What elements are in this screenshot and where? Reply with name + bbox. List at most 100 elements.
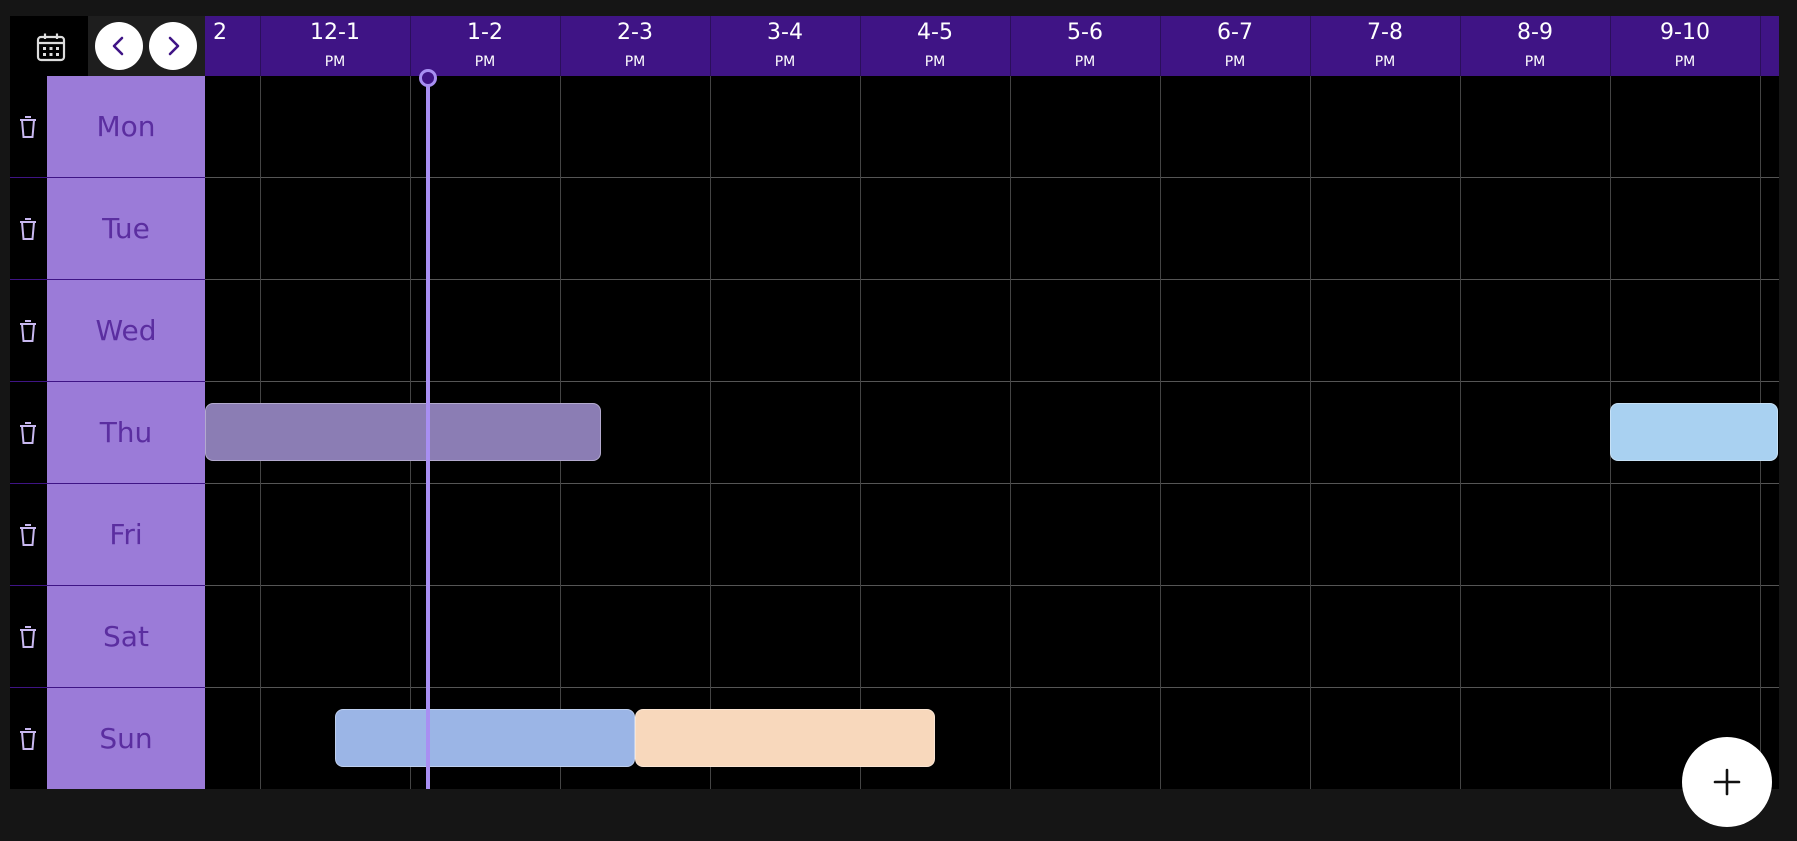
- chevron-right-icon: [168, 36, 180, 56]
- day-label-tue: Tue: [47, 178, 205, 279]
- hour-range-label: 2: [213, 20, 227, 45]
- trash-icon: [20, 421, 36, 444]
- ampm-label: PM: [1224, 54, 1246, 70]
- day-label-mon: Mon: [47, 76, 205, 177]
- delete-day-button[interactable]: [10, 178, 46, 279]
- header-divider: [1610, 16, 1611, 76]
- calendar-button[interactable]: [30, 26, 72, 68]
- day-label-wed: Wed: [47, 280, 205, 381]
- current-time-line: [426, 76, 430, 789]
- hour-grid-line: [860, 76, 861, 789]
- hour-range-label: 5-6: [1067, 20, 1103, 45]
- ampm-label: PM: [474, 54, 496, 70]
- hour-column-header: 1-2 PM: [410, 16, 560, 76]
- hour-column-header: 4-5 PM: [860, 16, 1010, 76]
- delete-day-button[interactable]: [10, 688, 46, 789]
- event-block[interactable]: [635, 709, 935, 767]
- row-divider: [10, 585, 1779, 586]
- header-divider: [860, 16, 861, 76]
- ampm-label: PM: [1374, 54, 1396, 70]
- day-label-sat: Sat: [47, 586, 205, 687]
- hour-column-header: 2: [205, 16, 295, 76]
- hour-column-header: 5-6 PM: [1010, 16, 1160, 76]
- hour-column-header: 3-4 PM: [710, 16, 860, 76]
- day-label-sun: Sun: [47, 688, 205, 789]
- row-divider-left: [10, 687, 205, 688]
- trash-icon: [20, 727, 36, 750]
- hour-range-label: 7-8: [1367, 20, 1403, 45]
- event-block[interactable]: [205, 403, 601, 461]
- scheduler: 2 12-1 PM 1-2 PM 2-3 PM 3-4 PM 4-5 PM 5-6 PM 6-7 PM 7-8…: [10, 16, 1779, 789]
- trash-icon: [20, 625, 36, 648]
- event-block[interactable]: [1610, 403, 1778, 461]
- row-divider: [10, 279, 1779, 280]
- header-divider: [560, 16, 561, 76]
- hour-grid-line: [1160, 76, 1161, 789]
- hour-column-header: 7-8 PM: [1310, 16, 1460, 76]
- header-divider: [1160, 16, 1161, 76]
- header-divider: [410, 16, 411, 76]
- previous-button[interactable]: [95, 22, 143, 70]
- ampm-label: PM: [324, 54, 346, 70]
- day-rows: Mon Tue Wed Thu Fri Sat Sun: [10, 76, 1779, 789]
- trash-icon: [20, 217, 36, 240]
- delete-day-button[interactable]: [10, 382, 46, 483]
- header-divider: [1310, 16, 1311, 76]
- row-divider-left: [10, 381, 205, 382]
- ampm-label: PM: [624, 54, 646, 70]
- hour-range-label: 8-9: [1517, 20, 1553, 45]
- hour-grid-line: [1310, 76, 1311, 789]
- time-header: 2 12-1 PM 1-2 PM 2-3 PM 3-4 PM 4-5 PM 5-6 PM 6-7 PM 7-8…: [205, 16, 1779, 76]
- trash-icon: [20, 319, 36, 342]
- row-divider-left: [10, 483, 205, 484]
- header-divider: [1760, 16, 1761, 76]
- delete-day-button[interactable]: [10, 586, 46, 687]
- hour-range-label: 1-2: [467, 20, 503, 45]
- header-divider: [1010, 16, 1011, 76]
- row-divider: [10, 687, 1779, 688]
- calendar-icon: [36, 33, 66, 62]
- ampm-label: PM: [924, 54, 946, 70]
- ampm-label: PM: [1674, 54, 1696, 70]
- ampm-label: PM: [1074, 54, 1096, 70]
- hour-range-label: 6-7: [1217, 20, 1253, 45]
- hour-column-header: 2-3 PM: [560, 16, 710, 76]
- hour-grid-line: [1010, 76, 1011, 789]
- day-label-fri: Fri: [47, 484, 205, 585]
- row-divider-left: [10, 585, 205, 586]
- ampm-label: PM: [774, 54, 796, 70]
- delete-day-button[interactable]: [10, 280, 46, 381]
- header-divider: [710, 16, 711, 76]
- ampm-label: PM: [1524, 54, 1546, 70]
- row-divider: [10, 177, 1779, 178]
- delete-day-button[interactable]: [10, 484, 46, 585]
- toolbar: [10, 16, 205, 76]
- row-divider-left: [10, 279, 205, 280]
- hour-range-label: 3-4: [767, 20, 803, 45]
- hour-grid-line: [710, 76, 711, 789]
- header-divider: [260, 16, 261, 76]
- delete-day-button[interactable]: [10, 76, 46, 177]
- hour-range-label: 4-5: [917, 20, 953, 45]
- trash-icon: [20, 523, 36, 546]
- plus-icon: [1713, 768, 1741, 796]
- trash-icon: [20, 115, 36, 138]
- day-label-thu: Thu: [47, 382, 205, 483]
- hour-column-header: 6-7 PM: [1160, 16, 1310, 76]
- add-event-button[interactable]: [1682, 737, 1772, 827]
- row-divider: [10, 483, 1779, 484]
- row-divider-left: [10, 177, 205, 178]
- current-time-marker: [419, 69, 437, 87]
- hour-column-header: 12-1 PM: [260, 16, 410, 76]
- hour-column-header: 9-10 PM: [1610, 16, 1760, 76]
- next-button[interactable]: [149, 22, 197, 70]
- chevron-left-icon: [112, 36, 124, 56]
- hour-grid-line: [1460, 76, 1461, 789]
- row-divider: [10, 381, 1779, 382]
- header-divider: [1460, 16, 1461, 76]
- hour-range-label: 9-10: [1660, 20, 1710, 45]
- hour-range-label: 2-3: [617, 20, 653, 45]
- hour-range-label: 12-1: [310, 20, 360, 45]
- event-block[interactable]: [335, 709, 635, 767]
- hour-column-header: 8-9 PM: [1460, 16, 1610, 76]
